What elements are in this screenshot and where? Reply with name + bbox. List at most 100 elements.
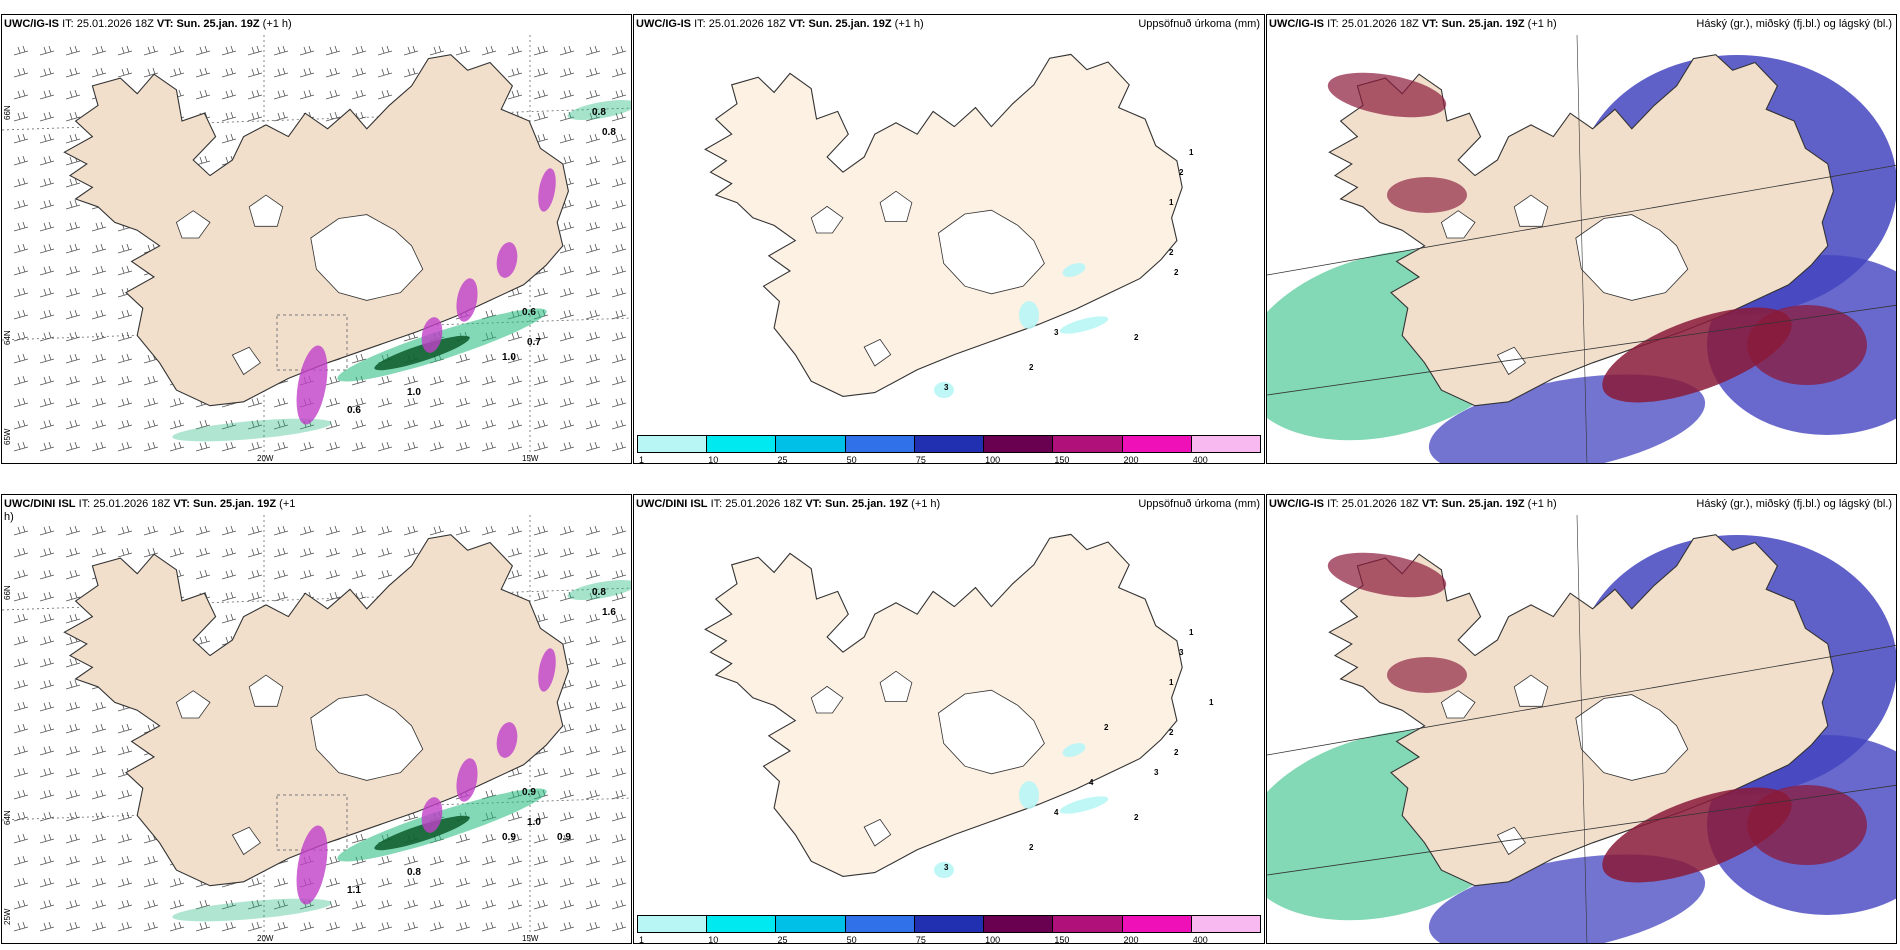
model-name: UWC/DINI ISL [4,498,76,510]
colorbar-label: 200 [1123,935,1139,944]
init-time: 25.01.2026 18Z [93,498,171,510]
cloud-map [1267,514,1896,943]
precip-value-label: 3 [944,863,949,872]
panel-header: UWC/IG-IS IT: 25.01.2026 18Z VT: Sun. 25… [1269,498,1557,510]
glacier-area [879,670,913,703]
init-time: 25.01.2026 18Z [725,498,803,510]
snow-core [456,278,478,322]
colorbar-segment: 400 [1190,435,1261,463]
precip-value-label: 3 [1179,648,1184,657]
glacier-area [1440,210,1476,239]
precip-value-label: 1.1 [347,885,361,896]
lat-label: 66N [3,585,12,600]
precip-value-label: 0.8 [407,867,421,878]
glacier-area [1496,346,1526,376]
colorbar-segment: 1 [637,915,707,943]
low-cloud-area [1747,785,1867,865]
panel-header: UWC/DINI ISL IT: 25.01.2026 18Z VT: Sun.… [4,498,296,523]
colorbar-label: 25 [777,455,788,464]
map-grid-line [1576,34,1588,463]
precip-band [567,100,631,120]
colorbar-segment: 100 [983,435,1053,463]
precip-value-label: 2 [1174,268,1179,277]
glacier-area [1496,826,1526,856]
colorbar-segment: 50 [844,435,914,463]
colorbar-segment: 75 [913,435,984,463]
iceland-landmass [704,533,1183,877]
map-grid-line [1576,514,1588,943]
colorbar-label: 100 [985,455,1001,464]
colorbar-segment: 75 [913,915,984,943]
glacier-area [231,346,261,376]
precip-band [172,418,332,442]
precip-value-label: 3 [1054,328,1059,337]
lon-label: 15W [522,454,539,463]
map-panel-clouds-igis: UWC/IG-IS IT: 25.01.2026 18Z VT: Sun. 25… [1266,14,1897,464]
colorbar-segment: 100 [983,915,1053,943]
map-panel-precip-dini: UWC/DINI ISL IT: 25.01.2026 18Z VT: Sun.… [633,494,1265,944]
precip-area-light [1019,301,1039,329]
precip-value-label: 4 [1054,808,1059,817]
precip-value-label: 0.8 [602,127,616,138]
precip-value-label: 2 [1134,333,1139,342]
lead-time: (+1 h) [4,498,296,523]
precip-value-label: 2 [1029,363,1034,372]
precip-value-label: 4 [1089,778,1094,787]
map-panel-wind-igis: UWC/IG-IS IT: 25.01.2026 18Z VT: Sun. 25… [1,14,632,464]
model-name: UWC/IG-IS [4,18,59,30]
init-time: 25.01.2026 18Z [1341,18,1419,30]
init-time: 25.01.2026 18Z [708,18,786,30]
panel-header: UWC/IG-IS IT: 25.01.2026 18Z VT: Sun. 25… [636,18,924,30]
cloud-map [1267,34,1896,463]
colorbar-segment: 200 [1121,435,1191,463]
precip-value-label: 1.0 [527,817,541,828]
precip-value-label: 2 [1174,748,1179,757]
precip-band-heavy [374,815,470,851]
colorbar-label: 150 [1054,935,1070,944]
model-name: UWC/DINI ISL [636,498,708,510]
snow-core [421,797,443,833]
snow-hatch-area [276,794,348,851]
colorbar-label: 50 [846,935,857,944]
precip-value-label: 3 [944,383,949,392]
glacier-area [1513,194,1549,227]
low-cloud-area [1387,177,1467,213]
lat-label: 25W [3,908,12,925]
lat-label: 64N [3,330,12,345]
snow-core [421,317,443,353]
colorbar-label: 75 [915,455,926,464]
precip-band-heavy [374,335,470,371]
low-cloud-area [1747,305,1867,385]
lon-label: 20W [257,454,274,463]
glacier-area [879,190,913,223]
glacier-area [863,338,892,367]
precip-area-light [1062,263,1086,277]
lead-time: (+1 h) [1527,498,1557,510]
valid-time: Sun. 25.jan. 19Z [176,18,260,30]
lead-time: (+1 h) [1527,18,1557,30]
colorbar-label: 10 [708,935,719,944]
precip-value-label: 2 [1134,813,1139,822]
lead-time: (+1 h) [911,498,941,510]
panel-header: UWC/DINI ISL IT: 25.01.2026 18Z VT: Sun.… [636,498,941,510]
lat-label: 66N [3,105,12,120]
precip-band [172,898,332,922]
snow-core [296,825,328,905]
precip-value-label: 1 [1209,698,1214,707]
precip-value-label: 1.6 [602,607,616,618]
glacier-area [248,194,284,227]
colorbar-label: 150 [1054,455,1070,464]
precip-value-label: 0.7 [527,337,541,348]
colorbar-segment: 150 [1052,435,1122,463]
low-cloud-area [1387,657,1467,693]
precip-area-light [1059,796,1109,814]
valid-time: Sun. 25.jan. 19Z [1441,498,1525,510]
colorbar-segment: 10 [706,435,776,463]
precip-value-label: 2 [1179,168,1184,177]
glacier-area [863,818,892,847]
precip-value-label: 2 [1029,843,1034,852]
precip-value-label: 0.9 [502,832,516,843]
precip-area-light [1062,743,1086,757]
panel-title: Háský (gr.), miðský (fj.bl.) og lágský (… [1696,498,1892,510]
wind-map: 66N 64N 25W 20W 15W 1.1 0.8 1.0 1.6 0.9 0.9 0.8 0.9 [2,515,631,943]
